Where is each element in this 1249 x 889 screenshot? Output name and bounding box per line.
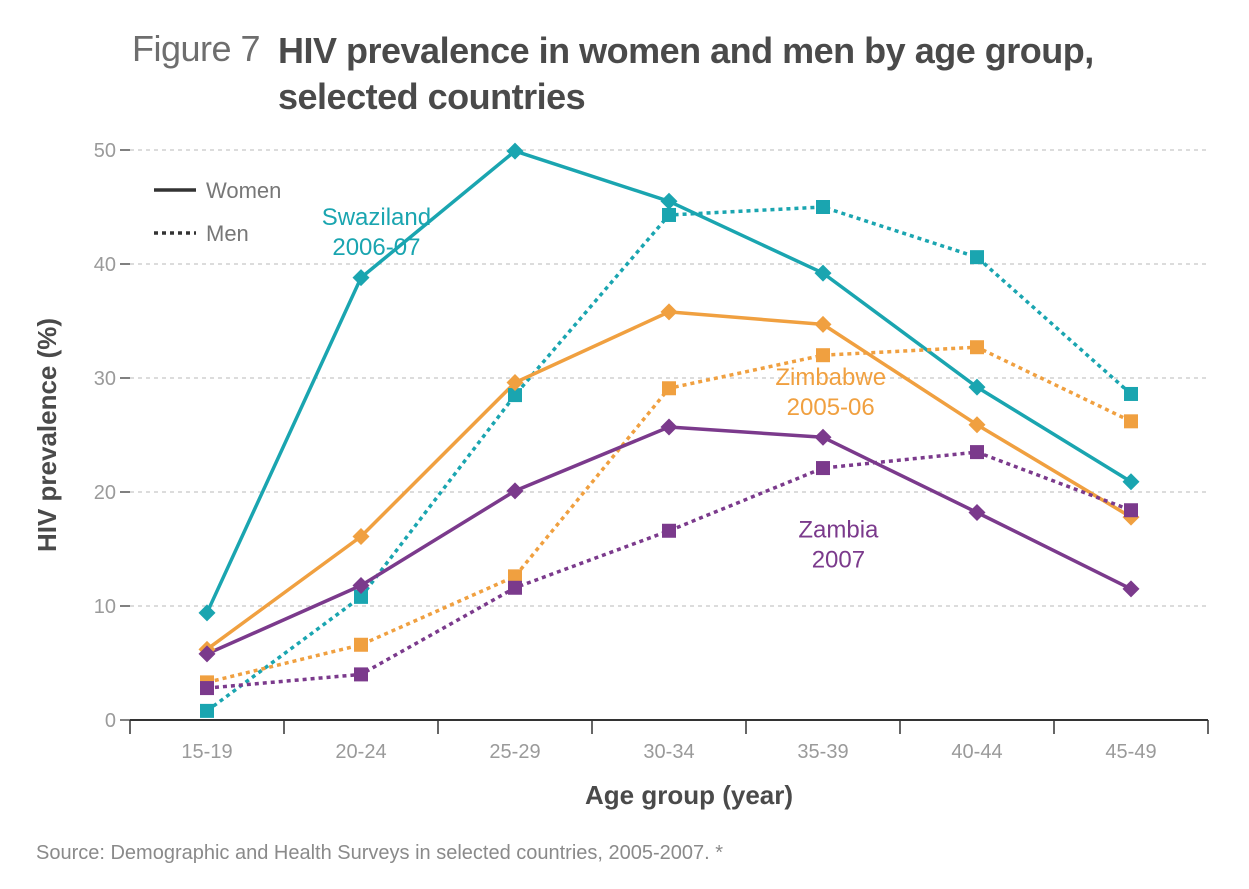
data-point-zambia-women	[660, 418, 678, 436]
series-line-zambia-men	[206, 450, 1132, 690]
annotation-label: Swaziland	[322, 204, 431, 231]
data-point-zambia-men	[970, 445, 984, 460]
data-point-swaziland-women	[814, 264, 832, 282]
data-point-zambia-women	[506, 482, 524, 500]
data-point-zimbabwe-men	[354, 637, 368, 652]
data-point-zambia-women	[352, 576, 370, 594]
y-tick-label: 30	[94, 368, 116, 390]
markers-layer	[198, 142, 1140, 718]
data-point-swaziland-women	[968, 378, 986, 396]
x-tick-label: 45-49	[1105, 741, 1156, 763]
data-point-zambia-women	[968, 504, 986, 522]
annotation-label: 2006-07	[332, 234, 420, 261]
data-point-zimbabwe-women	[352, 527, 370, 545]
data-point-zambia-men	[508, 580, 522, 595]
data-point-zambia-women	[1122, 580, 1140, 598]
annotation-label: Zimbabwe	[775, 364, 886, 391]
data-point-zimbabwe-women	[660, 303, 678, 321]
x-axis-title: Age group (year)	[585, 780, 793, 810]
annotation-label: 2005-06	[787, 394, 875, 421]
data-point-zambia-men	[1124, 503, 1138, 518]
data-point-swaziland-men	[200, 703, 214, 718]
data-point-swaziland-women	[506, 142, 524, 160]
x-tick-label: 20-24	[335, 741, 386, 763]
data-point-swaziland-women	[198, 604, 216, 622]
figure-title: HIV prevalence in women and men by age g…	[278, 30, 1094, 117]
grid-layer	[130, 149, 1208, 607]
data-point-zimbabwe-men	[970, 340, 984, 355]
data-point-zimbabwe-women	[814, 315, 832, 333]
legend-label: Men	[206, 221, 249, 246]
y-tick-label: 20	[94, 482, 116, 504]
data-point-swaziland-men	[816, 200, 830, 214]
chart-legend: Women Men	[154, 178, 281, 246]
data-point-swaziland-women	[1122, 473, 1140, 491]
annotations-layer: Swaziland 2006-07 Zimbabwe 2005-06 Zambia 200…	[322, 204, 886, 573]
data-point-zambia-men	[354, 667, 368, 682]
data-point-zimbabwe-men	[662, 381, 676, 396]
axes-layer: 0 10 20 30 40 50 15-19 20-24 25-29 30-34 35-39 40-4…	[32, 140, 1209, 810]
data-point-zimbabwe-women	[968, 416, 986, 434]
data-point-swaziland-women	[660, 192, 678, 210]
series-line-zambia-women	[205, 425, 1133, 656]
data-point-zambia-men	[200, 681, 214, 696]
data-point-zambia-women	[814, 428, 832, 446]
annotation-label: 2007	[812, 547, 865, 574]
data-point-zimbabwe-men	[816, 348, 830, 363]
figure-label: Figure 7	[132, 28, 261, 69]
y-axis-title: HIV prevalence (%)	[32, 318, 62, 552]
y-tick-label: 0	[105, 710, 116, 732]
figure-source: Source: Demographic and Health Surveys i…	[36, 842, 724, 864]
data-point-zambia-men	[662, 523, 676, 538]
data-point-swaziland-women	[352, 269, 370, 287]
data-point-swaziland-men	[508, 388, 522, 403]
data-point-swaziland-men	[1124, 386, 1138, 401]
data-point-zimbabwe-men	[1124, 414, 1138, 429]
x-tick-label: 15-19	[181, 741, 232, 763]
data-point-zambia-men	[816, 461, 830, 476]
y-tick-label: 10	[94, 596, 116, 618]
series-line-zimbabwe-women	[205, 310, 1133, 652]
x-tick-label: 35-39	[797, 741, 848, 763]
data-point-zimbabwe-women	[506, 374, 524, 392]
x-tick-label: 30-34	[643, 741, 694, 763]
data-point-swaziland-men	[354, 589, 368, 604]
x-tick-label: 25-29	[489, 741, 540, 763]
data-point-swaziland-men	[970, 250, 984, 265]
x-tick-label: 40-44	[951, 741, 1002, 763]
data-point-zambia-women	[198, 645, 216, 663]
data-point-swaziland-men	[662, 207, 676, 222]
legend-label: Women	[206, 178, 281, 203]
y-tick-label: 40	[94, 254, 116, 276]
data-point-zimbabwe-men	[508, 569, 522, 584]
annotation-label: Zambia	[798, 517, 879, 544]
y-tick-label: 50	[94, 140, 116, 162]
